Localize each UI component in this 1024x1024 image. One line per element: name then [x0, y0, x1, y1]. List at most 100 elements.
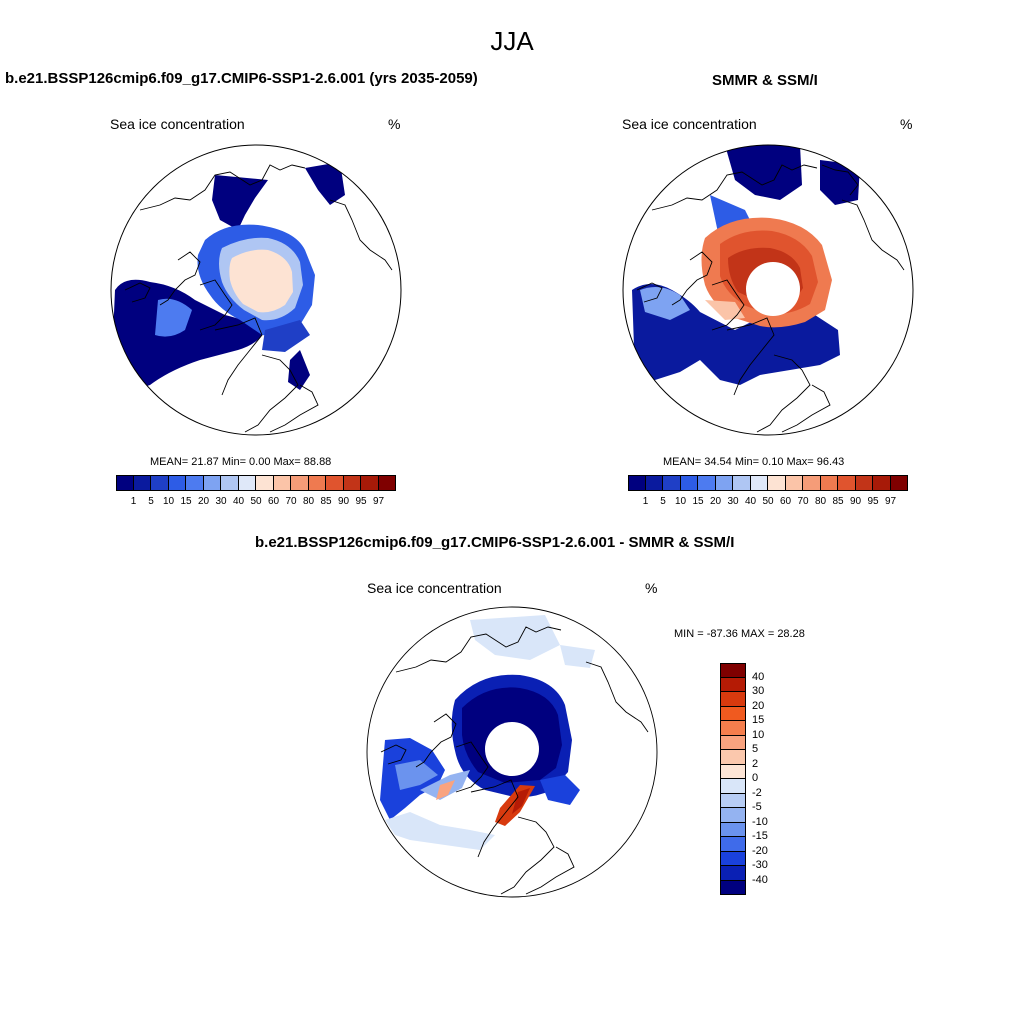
- colorbar-tick-label: 2: [752, 757, 759, 770]
- colorbar-tick-label: 50: [762, 496, 774, 507]
- colorbar-tick-label: 10: [162, 496, 175, 507]
- colorbar-tick-label: 90: [337, 496, 350, 507]
- model-colorbar: [116, 475, 396, 491]
- obs-colorbar-labels: 1 5 10 15 20 30 40 50 60 70 80 85 90 95 97: [628, 496, 908, 510]
- colorbar-swatch: [768, 475, 786, 491]
- colorbar-tick-label: 15: [180, 496, 192, 507]
- colorbar-swatch: [720, 822, 746, 837]
- model-panel-title: b.e21.BSSP126cmip6.f09_g17.CMIP6-SSP1-2.…: [5, 70, 478, 87]
- obs-colorbar: [628, 475, 908, 491]
- colorbar-tick-label: -20: [752, 844, 768, 857]
- colorbar-swatch: [855, 475, 873, 491]
- model-variable-label: Sea ice concentration: [110, 116, 245, 132]
- colorbar-swatch: [750, 475, 768, 491]
- colorbar-tick-label: -10: [752, 815, 768, 828]
- colorbar-swatch: [720, 750, 746, 765]
- colorbar-tick-label: 15: [692, 496, 704, 507]
- colorbar-swatch: [720, 779, 746, 794]
- diff-panel-title: b.e21.BSSP126cmip6.f09_g17.CMIP6-SSP1-2.…: [255, 534, 735, 551]
- colorbar-tick-label: 70: [797, 496, 809, 507]
- colorbar-tick-label: 90: [849, 496, 862, 507]
- model-stats: MEAN= 21.87 Min= 0.00 Max= 88.88: [150, 456, 332, 468]
- colorbar-swatch: [326, 475, 344, 491]
- colorbar-tick-label: 97: [372, 496, 385, 507]
- colorbar-swatch: [133, 475, 151, 491]
- model-colorbar-labels: 1 5 10 15 20 30 40 50 60 70 80 85 90 95 97: [116, 496, 396, 510]
- diff-units-label: %: [645, 580, 658, 596]
- colorbar-swatch: [720, 808, 746, 823]
- obs-stats: MEAN= 34.54 Min= 0.10 Max= 96.43: [663, 456, 845, 468]
- diff-variable-label: Sea ice concentration: [367, 580, 502, 596]
- colorbar-tick-label: 40: [744, 496, 757, 507]
- colorbar-swatch: [203, 475, 221, 491]
- colorbar-tick-label: 5: [660, 496, 666, 507]
- colorbar-swatch: [720, 866, 746, 881]
- colorbar-swatch: [698, 475, 716, 491]
- diff-colorbar-labels: 40 30 20 15 10 5 2 0 -2 -5 -10 -15 -20 -30 -40: [752, 663, 792, 895]
- colorbar-tick-label: -5: [752, 801, 762, 813]
- colorbar-swatch: [720, 692, 746, 707]
- colorbar-swatch: [720, 677, 746, 692]
- colorbar-swatch: [645, 475, 663, 491]
- colorbar-tick-label: 20: [752, 699, 765, 712]
- obs-variable-label: Sea ice concentration: [622, 116, 757, 132]
- obs-panel-title: SMMR & SSM/I: [712, 72, 818, 89]
- colorbar-swatch: [820, 475, 838, 491]
- colorbar-swatch: [720, 851, 746, 866]
- colorbar-tick-label: 85: [320, 496, 332, 507]
- colorbar-tick-label: 40: [232, 496, 245, 507]
- colorbar-tick-label: 0: [752, 772, 759, 784]
- colorbar-tick-label: 50: [250, 496, 262, 507]
- colorbar-swatch: [803, 475, 821, 491]
- diff-colorbar: [720, 663, 746, 895]
- colorbar-tick-label: 80: [814, 496, 827, 507]
- colorbar-swatch: [168, 475, 186, 491]
- figure-title: JJA: [490, 26, 534, 56]
- colorbar-tick-label: 60: [779, 496, 792, 507]
- colorbar-swatch: [715, 475, 733, 491]
- colorbar-tick-label: 95: [867, 496, 879, 507]
- colorbar-swatch: [873, 475, 891, 491]
- colorbar-tick-label: 30: [752, 685, 765, 697]
- colorbar-swatch: [720, 663, 746, 678]
- colorbar-swatch: [720, 764, 746, 779]
- colorbar-tick-label: 20: [197, 496, 210, 507]
- colorbar-tick-label: 5: [148, 496, 154, 507]
- colorbar-swatch: [151, 475, 169, 491]
- colorbar-swatch: [186, 475, 204, 491]
- colorbar-swatch: [663, 475, 681, 491]
- colorbar-tick-label: 60: [267, 496, 280, 507]
- colorbar-tick-label: 80: [302, 496, 315, 507]
- colorbar-tick-label: -2: [752, 786, 762, 799]
- colorbar-swatch: [720, 721, 746, 736]
- colorbar-swatch: [273, 475, 291, 491]
- colorbar-tick-label: 5: [752, 743, 759, 755]
- colorbar-swatch: [733, 475, 751, 491]
- colorbar-tick-label: 1: [642, 496, 649, 507]
- colorbar-swatch: [361, 475, 379, 491]
- colorbar-tick-label: 30: [215, 496, 227, 507]
- obs-units-label: %: [900, 116, 913, 132]
- colorbar-swatch: [720, 706, 746, 721]
- colorbar-swatch: [720, 793, 746, 808]
- colorbar-swatch: [378, 475, 396, 491]
- colorbar-tick-label: -30: [752, 859, 768, 871]
- model-ice-atlantic: [112, 279, 262, 395]
- colorbar-swatch: [720, 880, 746, 895]
- colorbar-swatch: [343, 475, 361, 491]
- colorbar-swatch: [238, 475, 256, 491]
- colorbar-swatch: [308, 475, 326, 491]
- colorbar-swatch: [256, 475, 274, 491]
- colorbar-swatch: [838, 475, 856, 491]
- colorbar-swatch: [720, 735, 746, 750]
- colorbar-swatch: [785, 475, 803, 491]
- colorbar-tick-label: 30: [727, 496, 739, 507]
- colorbar-tick-label: 85: [832, 496, 844, 507]
- colorbar-tick-label: 97: [884, 496, 897, 507]
- model-units-label: %: [388, 116, 401, 132]
- colorbar-tick-label: 10: [752, 728, 765, 741]
- colorbar-swatch: [291, 475, 309, 491]
